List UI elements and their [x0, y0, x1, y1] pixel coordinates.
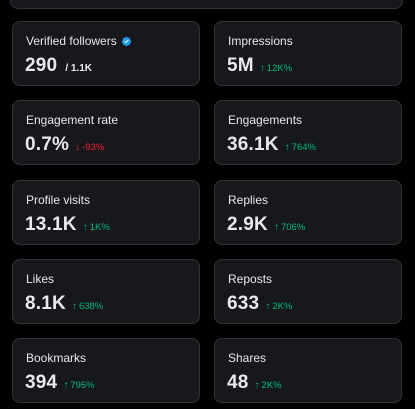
arrow-up-icon: ↑ — [71, 301, 77, 312]
metric-label: Engagement rate — [26, 113, 119, 127]
metric-label: Impressions — [228, 34, 293, 48]
metric-label: Replies — [228, 193, 269, 207]
metric-value-row: 290 / 1.1K — [25, 55, 92, 77]
arrow-up-icon: ↑ — [284, 142, 290, 153]
metric-label: Bookmarks — [26, 351, 87, 365]
metric-value: 633 — [227, 293, 260, 314]
metric-change-value: 12K% — [266, 63, 293, 74]
metric-value-row: 0.7% ↓ -93% — [25, 134, 104, 156]
metric-value-row: 633 ↑ 2K% — [227, 293, 292, 315]
metric-value: 2.9K — [227, 214, 268, 235]
metric-label: Shares — [228, 351, 267, 365]
metric-card-reposts[interactable]: Reposts 633 ↑ 2K% — [214, 259, 402, 324]
metric-value-row: 394 ↑ 795% — [25, 372, 95, 394]
metric-change: ↑ 706% — [274, 222, 305, 233]
metric-label: Likes — [26, 272, 55, 286]
metric-value-row: 8.1K ↑ 638% — [25, 293, 103, 315]
arrow-up-icon: ↑ — [254, 380, 260, 391]
metric-label: Profile visits — [26, 193, 91, 207]
arrow-down-icon: ↓ — [75, 142, 81, 153]
metric-value-row: 13.1K ↑ 1K% — [25, 214, 110, 236]
metric-change-value: 706% — [280, 222, 306, 233]
metric-change-value: -93% — [82, 142, 105, 153]
metric-value-row: 36.1K ↑ 764% — [227, 134, 316, 156]
metric-card-bookmarks[interactable]: Bookmarks 394 ↑ 795% — [12, 338, 200, 403]
metric-change-value: 2K% — [261, 380, 282, 391]
metric-change: ↓ -93% — [75, 142, 104, 153]
metric-value-row: 48 ↑ 2K% — [227, 372, 282, 394]
metric-value-row: 2.9K ↑ 706% — [227, 214, 305, 236]
verified-badge-icon — [121, 36, 131, 46]
metric-change: ↑ 2K% — [265, 301, 292, 312]
metric-value: 36.1K — [227, 134, 279, 155]
metric-change: ↑ 12K% — [260, 63, 292, 74]
metric-card-replies[interactable]: Replies 2.9K ↑ 706% — [214, 180, 402, 245]
metric-value: 0.7% — [25, 134, 70, 155]
metric-value: 13.1K — [25, 214, 77, 235]
metric-change-value: 1K% — [89, 222, 110, 233]
metric-value: 5M — [227, 55, 254, 76]
metric-value: 8.1K — [25, 293, 66, 314]
metric-change-value: 638% — [78, 301, 104, 312]
arrow-up-icon: ↑ — [265, 301, 271, 312]
metric-change: ↑ 638% — [72, 301, 103, 312]
metric-change: ↑ 795% — [63, 380, 94, 391]
metric-change: ↑ 764% — [285, 142, 316, 153]
metric-label-wrap: Verified followers — [26, 34, 132, 48]
metric-value: 48 — [227, 372, 249, 393]
metric-value-row: 5M ↑ 12K% — [227, 55, 292, 77]
metric-value: 394 — [25, 372, 58, 393]
metric-change: ↑ 2K% — [255, 380, 282, 391]
arrow-up-icon: ↑ — [63, 380, 69, 391]
metric-label: Engagements — [228, 113, 303, 127]
metric-card-impressions[interactable]: Impressions 5M ↑ 12K% — [214, 21, 402, 86]
metric-card-verified-followers[interactable]: Verified followers 290 / 1.1K — [12, 21, 200, 86]
metric-label: Reposts — [228, 272, 273, 286]
metric-card-profile-visits[interactable]: Profile visits 13.1K ↑ 1K% — [12, 180, 200, 245]
metric-value: 290 — [25, 55, 58, 76]
metric-card-shares[interactable]: Shares 48 ↑ 2K% — [214, 338, 402, 403]
arrow-up-icon: ↑ — [82, 222, 88, 233]
metric-total: / 1.1K — [65, 63, 92, 74]
metric-change-value: 2K% — [272, 301, 293, 312]
metric-card-engagement-rate[interactable]: Engagement rate 0.7% ↓ -93% — [12, 100, 200, 165]
metric-change-value: 795% — [70, 380, 95, 391]
metric-label: Verified followers — [26, 34, 117, 48]
metric-change: ↑ 1K% — [83, 222, 110, 233]
arrow-up-icon: ↑ — [259, 63, 265, 74]
metric-card-engagements[interactable]: Engagements 36.1K ↑ 764% — [214, 100, 402, 165]
arrow-up-icon: ↑ — [273, 222, 279, 233]
metric-card-likes[interactable]: Likes 8.1K ↑ 638% — [12, 259, 200, 324]
top-card-partial — [10, 0, 403, 9]
metric-change-value: 764% — [291, 142, 317, 153]
